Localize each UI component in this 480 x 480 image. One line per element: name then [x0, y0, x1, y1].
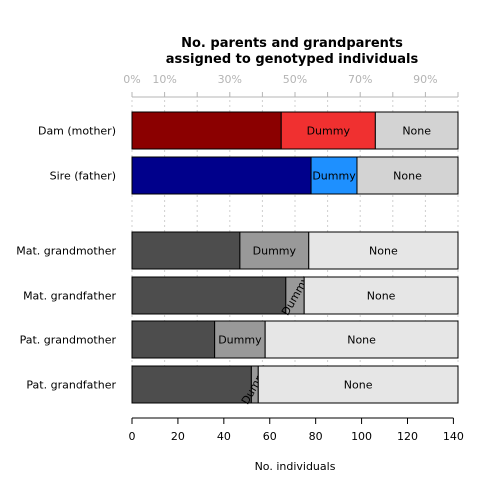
segment-label: Dummy [312, 170, 356, 183]
category-label: Pat. grandmother [20, 334, 117, 347]
x-axis-label: No. individuals [255, 460, 336, 473]
x-axis-tick-label: 0 [129, 430, 136, 443]
segment-label: None [344, 379, 373, 392]
x-axis-tick-label: 120 [397, 430, 418, 443]
bar-segment [131, 320, 216, 359]
x-axis-tick-label: 60 [263, 430, 277, 443]
category-label: Mat. grandmother [16, 245, 116, 258]
category-label: Dam (mother) [38, 125, 116, 138]
chart-title-line-2: assigned to genotyped individuals [166, 52, 419, 67]
x-axis-tick-label: 20 [171, 430, 185, 443]
top-axis-tick-label: 70% [348, 73, 372, 86]
bar-segment [264, 320, 459, 359]
segment-label: None [347, 334, 376, 347]
bar-segment [131, 231, 241, 270]
top-axis-tick-label: 0% [123, 73, 140, 86]
x-axis-tick-label: 40 [217, 430, 231, 443]
bar-segment [131, 365, 252, 404]
x-axis-tick-label: 100 [351, 430, 372, 443]
x-axis: 0 20 40 60 80 100 120 140 [129, 417, 464, 443]
segment-label: Dummy [218, 334, 262, 347]
vertical-gridlines [131, 100, 459, 405]
category-label: Mat. grandfather [23, 290, 116, 303]
bar-segment [257, 365, 459, 404]
chart-title-line-1: No. parents and grandparents [181, 36, 403, 51]
bar-segment [356, 156, 459, 195]
segment-label: Dummy [307, 125, 351, 138]
bar-segment [131, 276, 287, 315]
segment-label: Dummy [253, 245, 297, 258]
top-axis-tick-label: 50% [283, 73, 307, 86]
top-percent-axis: 0% 10% 30% 50% 70% 90% [123, 73, 459, 98]
bar-segment [374, 111, 459, 150]
x-axis-tick-label: 80 [309, 430, 323, 443]
bar-segment [280, 111, 376, 150]
segment-label: None [367, 290, 396, 303]
segment-label: None [402, 125, 431, 138]
bar-segment [303, 276, 459, 315]
top-axis-tick-label: 10% [152, 73, 176, 86]
segment-label: None [393, 170, 422, 183]
segment-label: None [369, 245, 398, 258]
bar-segment [308, 231, 459, 270]
top-axis-tick-label: 30% [218, 73, 242, 86]
category-label: Pat. grandfather [26, 379, 116, 392]
x-axis-tick-label: 140 [443, 430, 464, 443]
category-labels: Dam (mother) Sire (father) Mat. grandmothe… [16, 125, 116, 392]
bar-segment [131, 156, 312, 195]
top-axis-tick-label: 90% [413, 73, 437, 86]
bar-segment [310, 156, 358, 195]
bar-segment [131, 111, 282, 150]
category-label: Sire (father) [50, 170, 116, 183]
